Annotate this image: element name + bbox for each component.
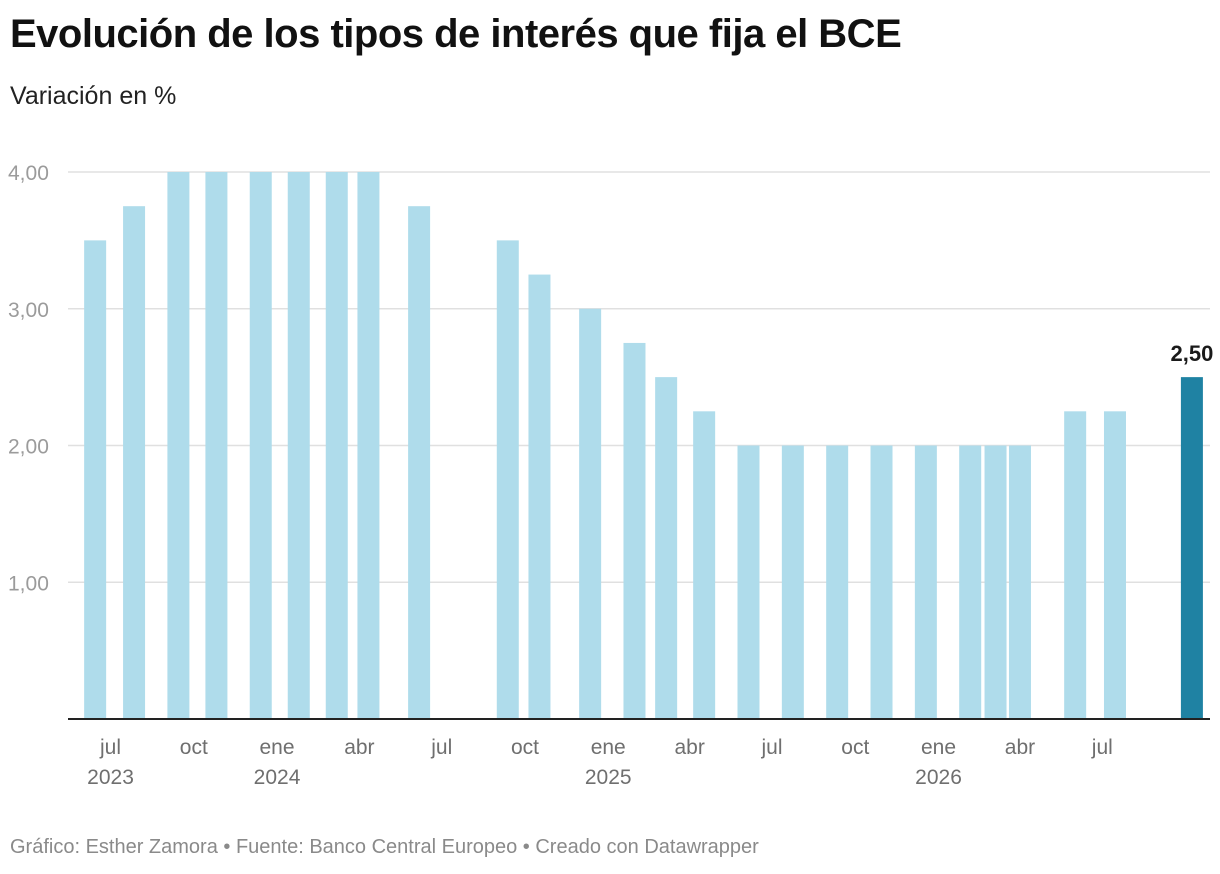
bar <box>693 411 716 719</box>
bar <box>959 445 982 719</box>
bar <box>984 445 1007 719</box>
bar <box>205 172 228 719</box>
data-label: 2,50 <box>1170 341 1213 366</box>
bar <box>1064 411 1087 719</box>
x-tick-year: 2025 <box>585 766 632 789</box>
bar <box>325 172 348 719</box>
x-tick-month: jul <box>430 736 452 759</box>
y-tick-label: 2,00 <box>8 436 49 459</box>
bar <box>496 240 519 719</box>
chart-subtitle: Variación en % <box>10 82 177 110</box>
y-tick-label: 3,00 <box>8 299 49 322</box>
chart-title: Evolución de los tipos de interés que fi… <box>10 12 902 56</box>
bar <box>579 308 602 719</box>
x-tick-month: jul <box>99 736 121 759</box>
bar <box>781 445 804 719</box>
bar <box>528 274 551 719</box>
x-tick-month: oct <box>511 736 539 759</box>
bar <box>655 377 678 719</box>
bar <box>287 172 310 719</box>
bar <box>914 445 937 719</box>
x-tick-month: ene <box>591 736 626 759</box>
bar <box>737 445 760 719</box>
x-tick-year: 2024 <box>254 766 301 789</box>
x-tick-year: 2026 <box>915 766 962 789</box>
bar <box>870 445 893 719</box>
chart-footer: Gráfico: Esther Zamora • Fuente: Banco C… <box>10 836 759 858</box>
x-tick-month: ene <box>921 736 956 759</box>
bar <box>826 445 849 719</box>
x-tick-month: jul <box>1091 736 1113 759</box>
x-tick-month: abr <box>674 736 704 759</box>
x-tick-month: abr <box>1005 736 1035 759</box>
x-tick-month: oct <box>841 736 869 759</box>
bar <box>249 172 272 719</box>
x-tick-year: 2023 <box>87 766 134 789</box>
x-tick-month: abr <box>344 736 374 759</box>
x-tick-month: jul <box>761 736 783 759</box>
x-tick-month: ene <box>260 736 295 759</box>
bar <box>84 240 107 719</box>
bar <box>123 206 146 719</box>
bar <box>1103 411 1126 719</box>
bar <box>1008 445 1031 719</box>
bar <box>408 206 431 719</box>
bar <box>167 172 190 719</box>
y-tick-label: 4,00 <box>8 162 49 185</box>
bar <box>1180 377 1203 719</box>
x-tick-month: oct <box>180 736 208 759</box>
y-tick-label: 1,00 <box>8 572 49 595</box>
bar <box>357 172 380 719</box>
bar <box>623 342 646 719</box>
